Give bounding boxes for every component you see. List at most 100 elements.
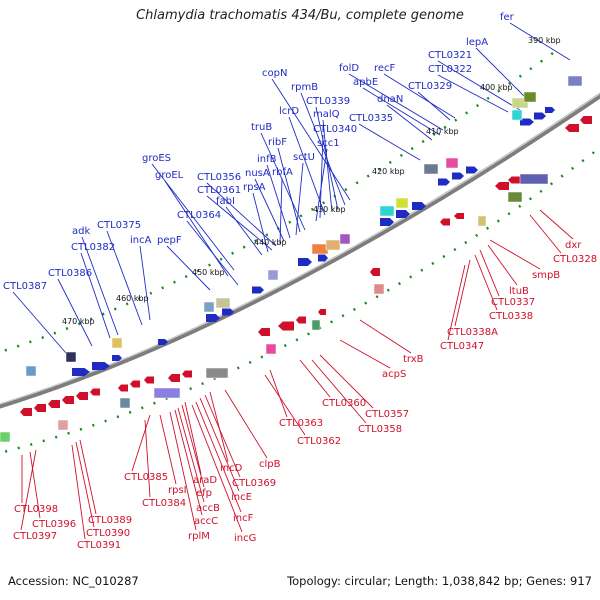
gene-label-fabi: fabI bbox=[216, 196, 235, 207]
gene-label-ctl0335: CTL0335 bbox=[349, 113, 393, 124]
forward-gene-arrow bbox=[545, 107, 555, 113]
gene-label-ctl0390: CTL0390 bbox=[86, 528, 130, 539]
forward-gene-labels: fer lepA CTL0321 CTL0322 recF CTL0329 folD apbE… bbox=[3, 12, 515, 292]
leader-line-ctl0338 bbox=[474, 254, 498, 311]
leader-line-ctl0384 bbox=[144, 419, 151, 498]
leader-line-ctl0362 bbox=[264, 374, 306, 436]
genome-summary-text: Topology: circular; Length: 1,038,842 bp… bbox=[287, 574, 592, 588]
leader-line-scc1 bbox=[315, 148, 328, 222]
leader-line-ctl0337 bbox=[479, 249, 500, 297]
gene-block bbox=[65, 351, 77, 363]
leader-line-fabi bbox=[225, 206, 263, 256]
gene-label-groel: groEL bbox=[155, 170, 184, 181]
forward-gene-arrow bbox=[158, 339, 168, 345]
gene-block bbox=[153, 387, 181, 399]
reverse-gene-arrow bbox=[508, 176, 520, 184]
gene-label-rpsa: rpsA bbox=[243, 182, 266, 193]
leader-line-ctl0391 bbox=[71, 444, 86, 540]
reverse-gene-arrow bbox=[296, 316, 306, 324]
gene-block bbox=[339, 233, 351, 245]
kbp-tick-390-kbp: 390 kbp bbox=[528, 36, 561, 45]
gene-label-ctl0338: CTL0338 bbox=[489, 311, 533, 322]
leader-line-ctl0369 bbox=[204, 394, 241, 478]
gene-block bbox=[567, 75, 583, 87]
gene-label-incg: incG bbox=[234, 533, 256, 544]
gene-block bbox=[395, 197, 409, 209]
forward-gene-arrow bbox=[298, 258, 312, 266]
reverse-gene-arrow bbox=[34, 404, 46, 412]
gene-label-ctl0358: CTL0358 bbox=[358, 424, 402, 435]
leader-line-rpsi bbox=[159, 414, 177, 485]
leader-line-ctl0357 bbox=[319, 354, 374, 409]
gene-block bbox=[445, 157, 459, 169]
gene-track bbox=[0, 75, 592, 443]
gene-label-ctl0364: CTL0364 bbox=[177, 210, 221, 221]
gene-label-clpb: clpB bbox=[259, 459, 281, 470]
gene-block bbox=[111, 337, 123, 349]
leader-line-ctl0389 bbox=[79, 439, 97, 515]
gene-label-accc: accC bbox=[194, 516, 218, 527]
leader-line-recf bbox=[383, 73, 456, 119]
gene-block bbox=[373, 283, 385, 295]
reverse-gene-arrow bbox=[20, 408, 32, 416]
gene-label-ctl0369: CTL0369 bbox=[232, 478, 276, 489]
gene-label-ctl0339: CTL0339 bbox=[306, 96, 350, 107]
gene-label-ince: incE bbox=[231, 492, 252, 503]
reverse-gene-arrow bbox=[454, 213, 464, 219]
gene-block bbox=[507, 191, 523, 203]
gene-label-incf: incF bbox=[233, 513, 254, 524]
gene-label-sctu: sctU bbox=[293, 152, 315, 163]
gene-label-rpmb: rpmB bbox=[291, 82, 318, 93]
gene-label-arad: araD bbox=[193, 475, 217, 486]
forward-gene-arrow bbox=[112, 355, 122, 361]
kbp-tick-460-kbp: 460 kbp bbox=[116, 294, 149, 303]
gene-block bbox=[0, 431, 11, 443]
gene-label-ctl0356: CTL0356 bbox=[197, 172, 241, 183]
forward-gene-arrow bbox=[534, 112, 546, 120]
forward-gene-arrow bbox=[396, 210, 410, 218]
gene-label-efp: efp bbox=[196, 488, 212, 499]
gene-label-ctl0363: CTL0363 bbox=[279, 418, 323, 429]
forward-gene-arrow bbox=[452, 172, 464, 180]
gene-label-infb: infB bbox=[257, 154, 277, 165]
gene-label-ctl0347: CTL0347 bbox=[440, 341, 484, 352]
gene-block bbox=[267, 269, 279, 281]
gene-label-copn: copN bbox=[262, 68, 287, 79]
leader-line-dnan bbox=[386, 104, 433, 141]
gene-label-ctl0361: CTL0361 bbox=[197, 185, 241, 196]
gene-block bbox=[311, 319, 321, 331]
gene-label-ctl0338a: CTL0338A bbox=[447, 327, 498, 338]
leader-line-pepf bbox=[166, 245, 211, 291]
gene-label-ltub: ltuB bbox=[509, 286, 529, 297]
reverse-gene-arrow bbox=[182, 370, 192, 378]
gene-label-incd: incD bbox=[220, 463, 243, 474]
gene-block bbox=[523, 91, 537, 103]
leader-line-infb bbox=[266, 164, 291, 239]
gene-label-ctl0362: CTL0362 bbox=[297, 436, 341, 447]
leader-line-ctl0322 bbox=[437, 74, 509, 113]
gene-block bbox=[477, 215, 487, 227]
reverse-gene-arrow bbox=[278, 321, 294, 331]
forward-gene-arrow bbox=[92, 362, 110, 370]
reverse-gene-arrow bbox=[495, 182, 509, 190]
gene-label-ctl0322: CTL0322 bbox=[428, 64, 472, 75]
leader-line-ctl0321 bbox=[437, 60, 521, 111]
outer-dotted-ring bbox=[0, 46, 561, 354]
gene-label-pepf: pepF bbox=[157, 235, 182, 246]
leader-line-ctl0347 bbox=[447, 264, 466, 341]
leader-line-ince bbox=[199, 397, 240, 492]
leader-line-inca bbox=[139, 245, 151, 321]
gene-label-ctl0397: CTL0397 bbox=[13, 531, 57, 542]
leader-line-ctl0397 bbox=[20, 449, 37, 531]
gene-block bbox=[511, 109, 523, 121]
leader-line-ctl0338a bbox=[454, 259, 471, 327]
gene-label-ctl0360: CTL0360 bbox=[322, 398, 366, 409]
gene-label-recf: recF bbox=[374, 63, 396, 74]
gene-label-trub: truB bbox=[251, 122, 272, 133]
gene-label-fold: folD bbox=[339, 63, 359, 74]
gene-label-groes: groES bbox=[142, 153, 171, 164]
leader-line-ctl0385 bbox=[131, 414, 151, 472]
gene-label-rbfa: rbfA bbox=[272, 167, 293, 178]
gene-label-ctl0387: CTL0387 bbox=[3, 281, 47, 292]
